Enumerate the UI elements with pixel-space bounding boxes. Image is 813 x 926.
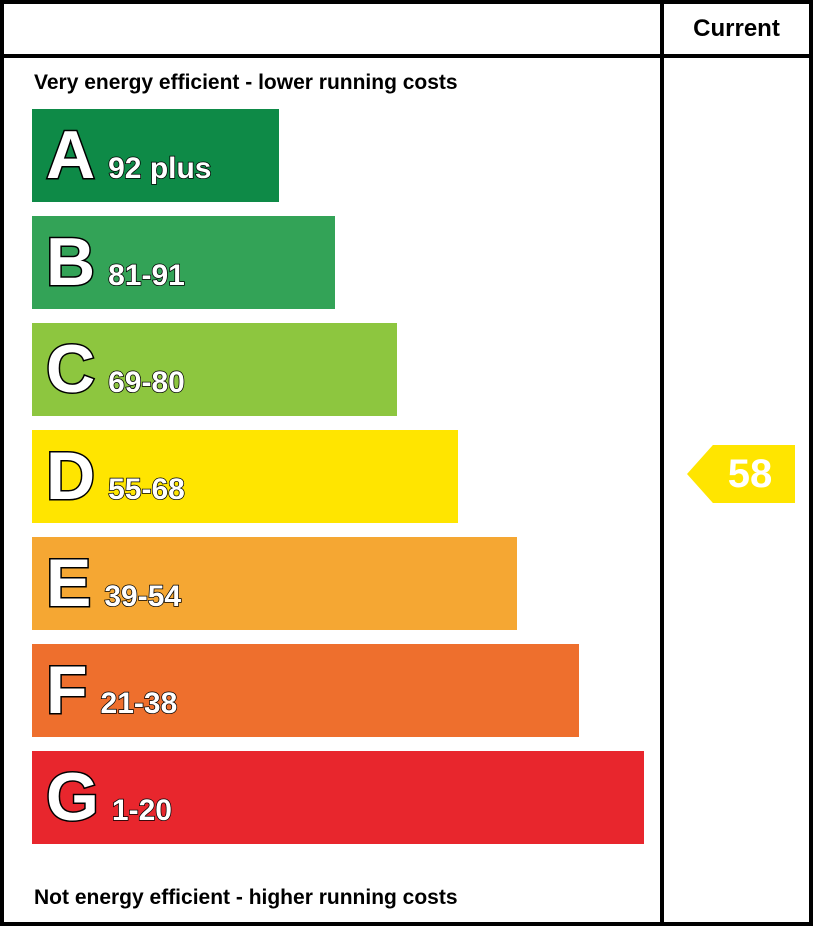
band-row-b: B 81-91 [32,216,335,309]
band-range: 55-68 [107,472,185,507]
band-row-e: E 39-54 [32,537,518,630]
bottom-caption: Not energy efficient - higher running co… [34,886,458,909]
band-row-c: C 69-80 [32,323,397,416]
band-letter: A [44,116,97,195]
band-row-d: D 55-68 [32,430,459,523]
band-range: 21-38 [100,686,178,721]
band-range: 39-54 [104,579,182,614]
band-row-a: A 92 plus [32,109,280,202]
current-rating-column: 58 [660,58,809,922]
band-letter: D [44,437,97,516]
band-letter: C [44,330,97,409]
band-letter: B [44,223,97,302]
band-range: 81-91 [107,258,185,293]
band-row-f: F 21-38 [32,644,579,737]
band-letter: F [45,651,90,730]
current-rating-pointer: 58 [687,445,795,503]
current-column-header: Current [660,4,809,58]
band-range: 1-20 [111,793,173,828]
rating-bands-list: A 92 plus B 81-91 C 69-80 D 55-68 E 39-5… [32,109,650,844]
rating-bands-area: Very energy efficient - lower running co… [4,58,660,922]
band-range: 92 plus [107,151,212,186]
current-rating-value: 58 [727,451,773,496]
band-letter: G [45,758,101,837]
top-caption: Very energy efficient - lower running co… [34,71,458,94]
band-row-g: G 1-20 [32,751,644,844]
band-letter: E [44,544,93,623]
header-spacer-cell [4,4,660,58]
band-range: 69-80 [107,365,185,400]
